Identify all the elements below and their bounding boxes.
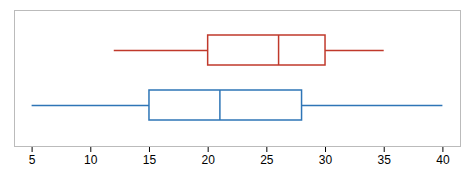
- svg-text:15: 15: [143, 153, 157, 167]
- svg-text:35: 35: [378, 153, 392, 167]
- svg-text:30: 30: [319, 153, 333, 167]
- svg-text:10: 10: [84, 153, 98, 167]
- svg-text:20: 20: [201, 153, 215, 167]
- svg-text:5: 5: [29, 153, 36, 167]
- svg-text:25: 25: [260, 153, 274, 167]
- svg-text:40: 40: [436, 153, 450, 167]
